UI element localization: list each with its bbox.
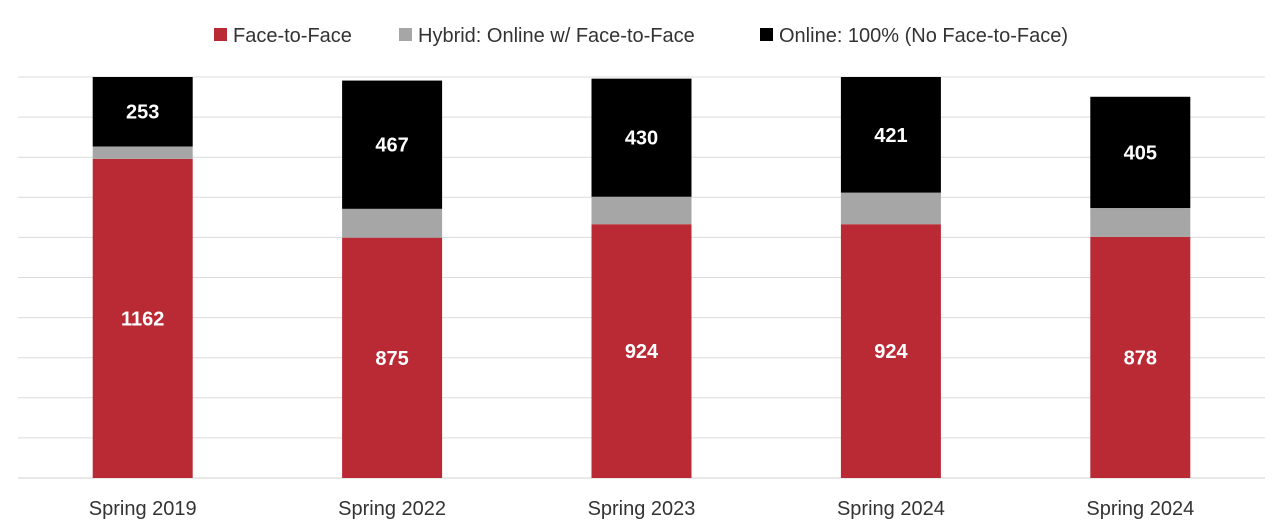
legend-swatch — [214, 28, 227, 41]
data-label: 430 — [625, 128, 658, 150]
bar-segment — [840, 192, 941, 225]
bar-segment — [342, 237, 443, 478]
data-label: 405 — [1124, 142, 1157, 164]
bar-segment — [1090, 236, 1191, 478]
data-label: 421 — [874, 125, 907, 147]
x-axis: Spring 2019 Spring 2022 Spring 2023 Spring … — [89, 498, 1194, 520]
legend-label: Hybrid: Online w/ Face-to-Face — [418, 25, 695, 47]
data-label: 253 — [126, 102, 159, 124]
bar-segment — [840, 224, 941, 478]
data-label: 878 — [1124, 347, 1157, 369]
legend-label: Online: 100% (No Face-to-Face) — [779, 25, 1068, 47]
legend-label: Face-to-Face — [233, 25, 352, 47]
bar-segment — [342, 208, 443, 238]
data-label: 1162 — [121, 308, 164, 330]
x-tick-label: Spring 2024 — [837, 498, 945, 520]
bar-segment — [92, 77, 193, 147]
bar-segment — [92, 146, 193, 159]
bar-segment — [591, 196, 692, 225]
bar-segment — [840, 77, 941, 193]
legend-swatch — [760, 28, 773, 41]
data-label: 875 — [375, 348, 408, 370]
bars — [92, 77, 1191, 478]
data-labels: 1162 253 875 467 924 430 924 421 878 405 — [121, 102, 1157, 370]
data-label: 467 — [375, 135, 408, 157]
x-tick-label: Spring 2024 — [1086, 498, 1194, 520]
bar-segment — [342, 80, 443, 209]
bar-segment — [591, 224, 692, 478]
legend-swatch — [399, 28, 412, 41]
x-tick-label: Spring 2022 — [338, 498, 446, 520]
bar-segment — [92, 158, 193, 478]
x-tick-label: Spring 2019 — [89, 498, 197, 520]
legend: Face-to-Face Hybrid: Online w/ Face-to-Fa… — [214, 25, 1068, 47]
bar-segment — [591, 78, 692, 197]
x-tick-label: Spring 2023 — [588, 498, 696, 520]
data-label: 924 — [625, 341, 659, 363]
bar-segment — [1090, 208, 1191, 237]
bar-segment — [1090, 96, 1191, 209]
data-label: 924 — [874, 341, 908, 363]
